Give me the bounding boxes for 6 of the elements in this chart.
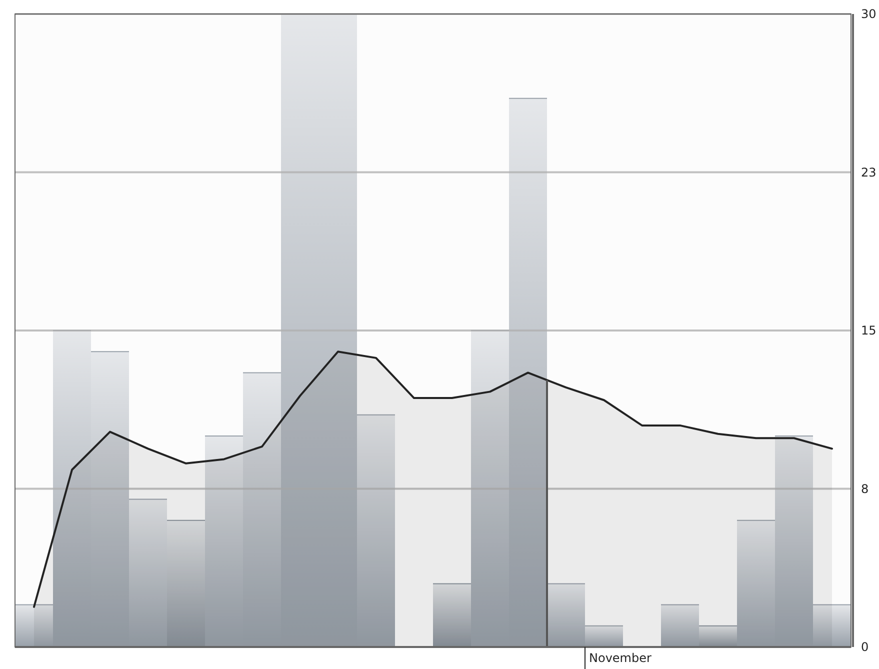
- y-tick-label: 8: [861, 482, 869, 496]
- y-tick-label: 15: [861, 324, 876, 338]
- x-tick-label: November: [589, 651, 652, 665]
- y-tick-label: 30: [861, 7, 876, 22]
- y-tick-label: 23: [861, 165, 876, 180]
- y-tick-label: 0: [861, 640, 869, 654]
